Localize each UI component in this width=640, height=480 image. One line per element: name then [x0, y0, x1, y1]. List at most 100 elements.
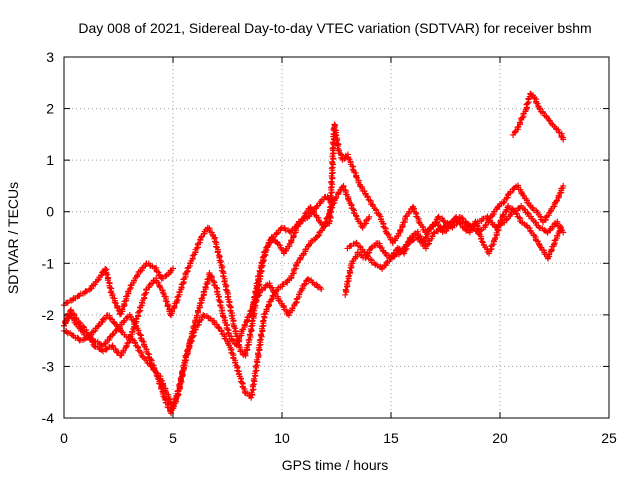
data-point	[198, 234, 205, 241]
y-tick-label: 3	[46, 49, 54, 65]
x-tick-label: 15	[383, 430, 399, 446]
y-tick-label: -2	[42, 307, 55, 323]
data-point	[346, 267, 353, 274]
data-point	[367, 256, 374, 263]
data-point	[164, 303, 171, 310]
data-point	[106, 284, 113, 291]
data-point	[304, 275, 311, 282]
data-point	[150, 362, 157, 369]
x-axis-label: GPS time / hours	[282, 457, 389, 473]
data-point	[246, 331, 253, 338]
data-point	[158, 385, 165, 392]
data-point	[241, 321, 248, 328]
x-tick-label: 5	[169, 430, 177, 446]
data-point	[383, 259, 390, 266]
data-point	[353, 173, 360, 180]
data-point	[249, 317, 256, 324]
data-point	[242, 350, 249, 357]
data-point	[193, 312, 200, 319]
data-point	[524, 100, 531, 107]
series-track-3	[61, 182, 373, 412]
series-track-5	[248, 121, 567, 319]
y-tick-labels: -4 -3 -2 -1 0 1 2 3	[42, 49, 55, 426]
data-point	[560, 136, 567, 143]
data-point	[220, 313, 227, 320]
data-point	[250, 299, 257, 306]
data-point	[251, 375, 258, 382]
data-point	[245, 337, 252, 344]
data-point	[346, 272, 353, 279]
data-point	[159, 289, 166, 296]
data-point	[126, 286, 133, 293]
data-point	[430, 230, 437, 237]
data-point	[136, 308, 143, 315]
data-point	[479, 238, 486, 245]
y-tick-label: -1	[42, 255, 55, 271]
data-point	[292, 299, 299, 306]
data-point	[137, 335, 144, 342]
data-point	[252, 363, 259, 370]
data-point	[259, 318, 266, 325]
data-point	[189, 328, 196, 335]
y-tick-label: 2	[46, 101, 54, 117]
data-point	[79, 328, 86, 335]
data-point	[256, 337, 263, 344]
data-point	[327, 204, 334, 211]
data-point	[313, 203, 320, 210]
data-point	[248, 307, 255, 314]
data-point	[251, 293, 258, 300]
data-point	[194, 307, 201, 314]
data-point	[102, 265, 109, 272]
data-point	[333, 137, 340, 144]
data-point	[163, 298, 170, 305]
data-point	[524, 209, 531, 216]
data-point	[187, 336, 194, 343]
data-point	[199, 294, 206, 301]
data-point	[153, 372, 160, 379]
data-point	[244, 342, 251, 349]
data-point	[548, 246, 555, 253]
series-track-6	[342, 203, 565, 298]
x-tick-label: 0	[60, 430, 68, 446]
data-point	[99, 316, 106, 323]
data-point	[329, 145, 336, 152]
data-point	[326, 212, 333, 219]
data-point	[327, 184, 334, 191]
y-tick-label: 0	[46, 204, 54, 220]
data-point	[456, 219, 463, 226]
data-point	[182, 353, 189, 360]
data-point	[94, 277, 101, 284]
data-point	[253, 280, 260, 287]
data-point	[560, 229, 567, 236]
data-point	[142, 290, 149, 297]
data-point	[318, 286, 325, 293]
data-point	[349, 166, 356, 173]
data-point	[198, 295, 205, 302]
data-point	[221, 278, 228, 285]
series-track-4	[61, 270, 325, 417]
data-point	[342, 286, 349, 293]
data-point	[327, 198, 334, 205]
data-point	[103, 270, 110, 277]
data-point	[256, 267, 263, 274]
data-point	[144, 350, 151, 357]
x-tick-label: 25	[601, 430, 617, 446]
data-point	[111, 299, 118, 306]
series-track-8	[510, 90, 567, 143]
data-point	[551, 221, 558, 228]
data-point	[255, 350, 262, 357]
data-point	[293, 260, 300, 267]
data-point	[499, 212, 506, 219]
series-track-7	[344, 202, 567, 272]
data-point	[328, 178, 335, 185]
data-point	[447, 219, 454, 226]
data-point	[213, 243, 220, 250]
data-point	[330, 161, 337, 168]
data-point	[533, 99, 540, 106]
data-point	[321, 223, 328, 230]
data-point	[258, 331, 265, 338]
x-tick-label: 10	[274, 430, 290, 446]
data-point	[202, 283, 209, 290]
data-point	[248, 394, 255, 401]
